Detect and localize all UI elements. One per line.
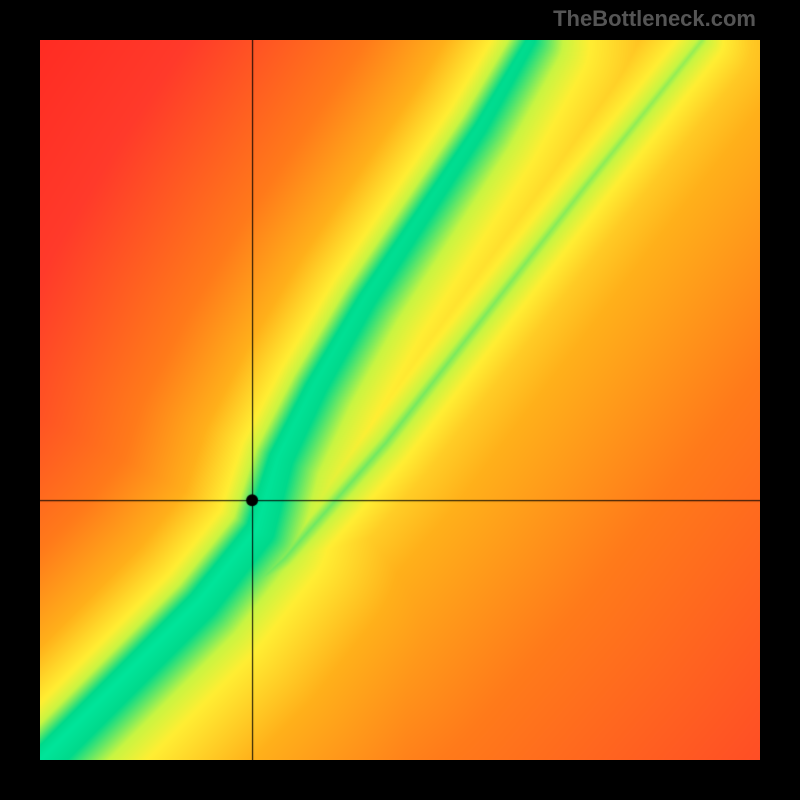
bottleneck-heatmap xyxy=(40,40,760,760)
attribution-label: TheBottleneck.com xyxy=(553,6,756,32)
chart-container: TheBottleneck.com xyxy=(0,0,800,800)
